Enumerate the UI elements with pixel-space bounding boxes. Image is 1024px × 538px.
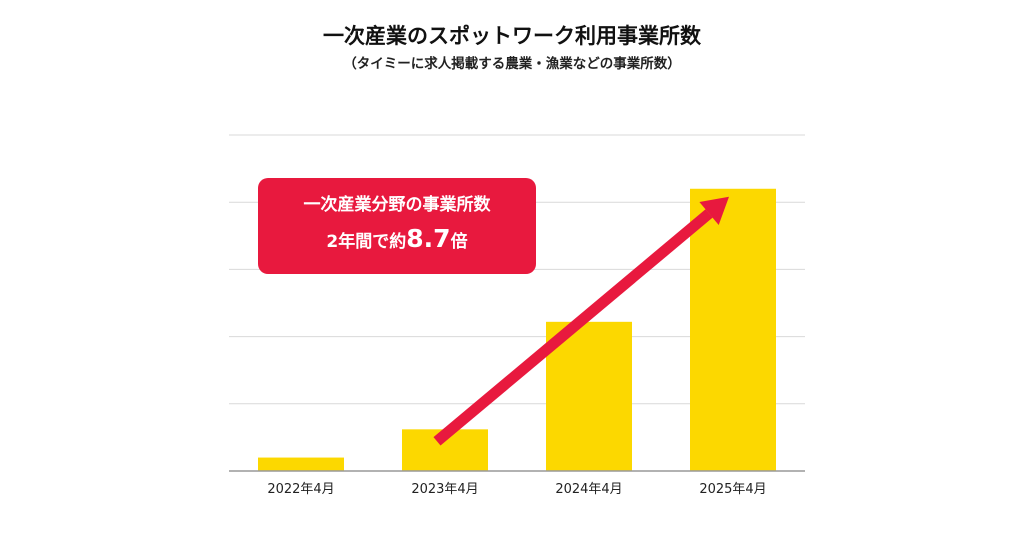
callout-multiplier: 8.7 [406,224,451,253]
bar [546,321,632,471]
callout-line2: 2年間で約8.7倍 [258,222,536,259]
trend-arrow-shaft [433,209,713,446]
callout-line1: 一次産業分野の事業所数 [303,195,491,215]
chart-subtitle: （タイミーに求人掲載する農業・漁業などの事業所数） [343,56,681,72]
callout-suffix: 倍 [450,232,468,252]
callout-prefix: 2年間で約 [326,232,407,252]
bar [690,188,776,471]
growth-callout: 一次産業分野の事業所数 2年間で約8.7倍 [258,178,536,274]
x-tick-label: 2022年4月 [267,482,334,497]
x-tick-label: 2025年4月 [699,482,766,497]
chart-title: 一次産業のスポットワーク利用事業所数 [323,24,701,48]
bar [258,457,344,471]
trend-arrow-head [699,196,729,225]
x-tick-label: 2023年4月 [411,482,478,497]
x-tick-label: 2024年4月 [555,482,622,497]
